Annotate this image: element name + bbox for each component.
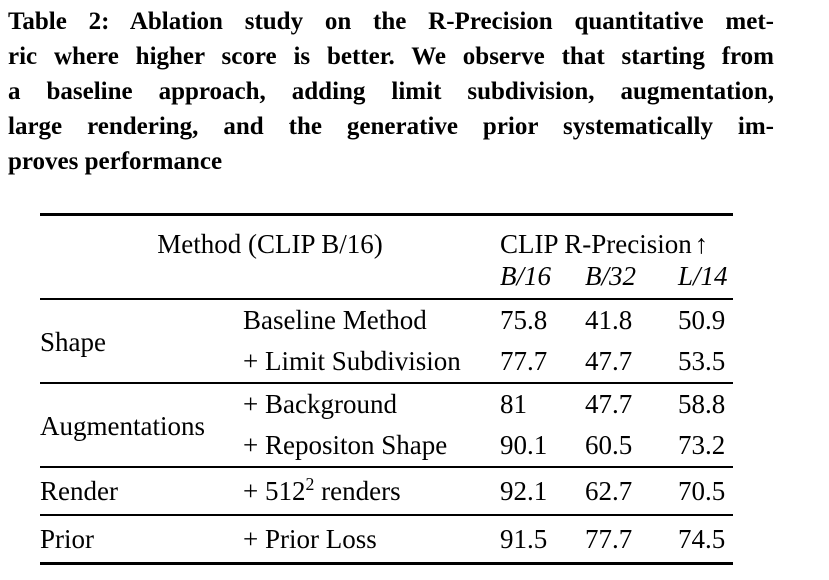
table-row: Augmentations + Background 81 47.7 58.8 — [40, 383, 733, 441]
method-cell: + Background — [243, 389, 397, 419]
subheader-row: B/16 B/32 L/14 — [40, 261, 734, 299]
value-cell: 75.8 — [500, 305, 548, 335]
value-cell: 73.2 — [678, 430, 726, 460]
group-label-shape: Shape — [40, 326, 106, 357]
subcol-header-l14: L/14 — [678, 261, 728, 291]
method-text: + 512 — [243, 475, 306, 506]
value-cell: 58.8 — [678, 389, 726, 419]
metric-column-header: CLIP R-Precision ↑ — [500, 215, 733, 263]
table-row: + Limit Subdivision 77.7 47.7 53.5 — [40, 341, 734, 383]
method-cell: + Limit Subdivision — [243, 346, 461, 376]
subcol-header-b16: B/16 — [500, 261, 551, 291]
subheader-spacer — [40, 262, 500, 299]
table-row: Shape Baseline Method 75.8 41.8 50.9 — [40, 299, 733, 357]
value-cell: 92.1 — [500, 475, 548, 506]
value-cell: 77.7 — [500, 346, 548, 376]
table-header-row: Method (CLIP B/16) CLIP R-Precision ↑ — [40, 215, 733, 263]
value-cell: 77.7 — [585, 523, 633, 554]
value-cell: 81 — [500, 389, 527, 419]
metric-label: CLIP R-Precision — [500, 229, 692, 259]
group-label-prior: Prior — [40, 523, 94, 554]
superscript: 2 — [305, 473, 315, 494]
method-cell: + 5122 renders — [243, 467, 500, 515]
caption-line: Table 2: Ablation study on the R-Precisi… — [8, 8, 774, 35]
caption-line: a baseline approach, adding limit subdiv… — [8, 78, 774, 105]
value-cell: 74.5 — [678, 523, 726, 554]
value-cell: 90.1 — [500, 430, 548, 460]
up-arrow-icon: ↑ — [694, 229, 709, 259]
value-cell: 70.5 — [678, 475, 726, 506]
caption-line: large rendering, and the generative prio… — [8, 113, 774, 140]
group-label-augmentations: Augmentations — [40, 410, 205, 441]
results-table: Method (CLIP B/16) CLIP R-Precision ↑ B/1… — [40, 213, 734, 565]
table-row: Prior + Prior Loss 91.5 77.7 74.5 — [40, 515, 733, 564]
method-cell: + Repositon Shape — [243, 430, 448, 460]
group-label-render: Render — [40, 475, 118, 506]
method-text: renders — [314, 475, 401, 506]
method-cell: + Prior Loss — [243, 523, 377, 554]
subcol-header-b32: B/32 — [585, 261, 636, 291]
value-cell: 50.9 — [678, 305, 726, 335]
value-cell: 53.5 — [678, 346, 726, 376]
value-cell: 62.7 — [585, 475, 633, 506]
method-cell: Baseline Method — [243, 305, 427, 335]
table-row: Render + 5122 renders 92.1 62.7 70.5 — [40, 467, 734, 515]
method-column-header: Method (CLIP B/16) — [157, 229, 383, 259]
value-cell: 41.8 — [585, 305, 633, 335]
value-cell: 91.5 — [500, 523, 548, 554]
ablation-table: Method (CLIP B/16) CLIP R-Precision ↑ B/1… — [40, 213, 734, 565]
caption-line: ric where higher score is better. We obs… — [8, 43, 774, 70]
table-row: + Repositon Shape 90.1 60.5 73.2 — [40, 425, 734, 467]
caption-line: proves performance — [8, 148, 223, 175]
table-caption: Table 2: Ablation study on the R-Precisi… — [8, 4, 774, 179]
value-cell: 47.7 — [585, 389, 633, 419]
value-cell: 60.5 — [585, 430, 633, 460]
value-cell: 47.7 — [585, 346, 633, 376]
